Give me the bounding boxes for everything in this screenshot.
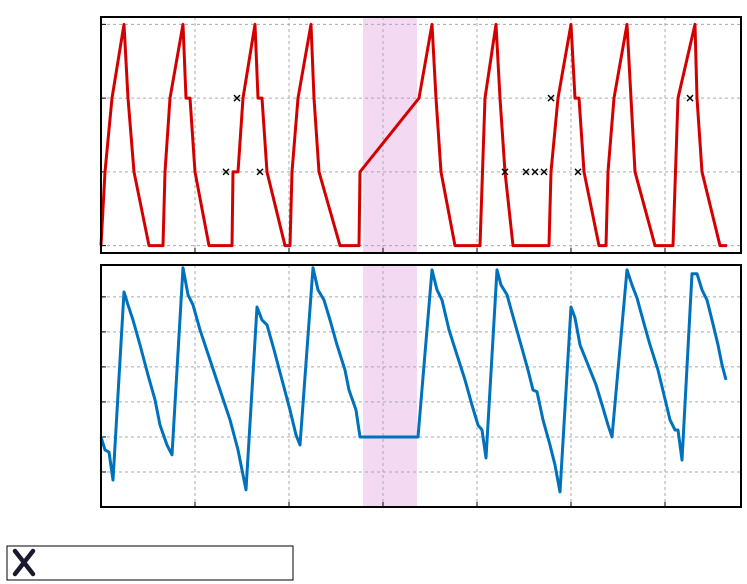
close-icon[interactable] xyxy=(12,548,36,577)
plot-frame xyxy=(100,264,742,508)
data-line xyxy=(99,266,728,494)
event-marker xyxy=(256,168,264,176)
highlight-span xyxy=(363,265,417,507)
event-marker xyxy=(233,94,241,102)
event-marker xyxy=(540,168,548,176)
event-marker xyxy=(574,168,582,176)
event-marker xyxy=(522,168,530,176)
plot-frame xyxy=(100,16,742,254)
data-line xyxy=(99,22,727,248)
event-marker xyxy=(686,94,694,102)
event-marker xyxy=(501,168,509,176)
event-marker xyxy=(222,168,230,176)
event-marker xyxy=(531,168,539,176)
legend-box xyxy=(6,545,294,581)
event-marker xyxy=(547,94,555,102)
